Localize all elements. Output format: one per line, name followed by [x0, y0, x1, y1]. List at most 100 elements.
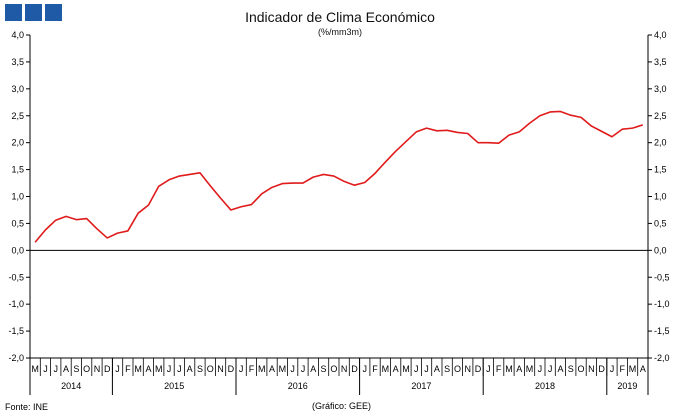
month-label: N [217, 364, 224, 374]
year-label: 2014 [61, 381, 81, 391]
month-label: A [269, 364, 275, 374]
y-tick-label: 0,5 [11, 218, 24, 228]
y-tick-label: 3,5 [11, 57, 24, 67]
month-label: M [155, 364, 163, 374]
month-label: J [538, 364, 543, 374]
month-label: A [393, 364, 399, 374]
month-label: D [228, 364, 235, 374]
y-tick-label: 0,0 [11, 245, 24, 255]
month-label: J [239, 364, 244, 374]
y-tick-label: 4,0 [654, 30, 667, 40]
year-label: 2015 [164, 381, 184, 391]
month-label: S [321, 364, 327, 374]
month-label: J [177, 364, 182, 374]
month-label: M [134, 364, 142, 374]
month-label: A [557, 364, 563, 374]
axes: 4,0 4,0 3,5 3,5 3,0 3,0 2,5 2,5 2,0 2,0 1,5 1,5 1,0 1… [8, 30, 669, 363]
y-tick-label: 1,0 [11, 192, 24, 202]
y-tick-label: 2,0 [654, 138, 667, 148]
month-label: N [341, 364, 348, 374]
y-tick-label: 0,5 [654, 218, 667, 228]
month-label: M [629, 364, 637, 374]
month-label: S [197, 364, 203, 374]
month-label: F [125, 364, 131, 374]
month-label: J [54, 364, 59, 374]
y-tick-label: -1,5 [654, 326, 670, 336]
month-label: J [486, 364, 491, 374]
y-tick-label: -2,0 [654, 353, 670, 363]
y-tick-label: 1,0 [654, 192, 667, 202]
month-label: J [414, 364, 419, 374]
year-label: 2018 [535, 381, 555, 391]
month-label: A [516, 364, 522, 374]
chart-subtitle: (%/mm3m) [318, 27, 362, 37]
month-label: M [402, 364, 410, 374]
month-label: M [526, 364, 534, 374]
logo-square [25, 4, 42, 21]
month-label: A [187, 364, 193, 374]
month-label: F [372, 364, 378, 374]
month-label: J [548, 364, 553, 374]
y-tick-label: 1,5 [654, 165, 667, 175]
month-label: N [465, 364, 472, 374]
y-tick-label: 3,5 [654, 57, 667, 67]
y-tick-label: -1,0 [654, 299, 670, 309]
year-label: 2017 [411, 381, 431, 391]
chart-title: Indicador de Clima Económico [245, 9, 435, 25]
month-label: S [73, 364, 79, 374]
chart-credit: (Gráfico: GEE) [312, 401, 372, 411]
logo-square [45, 4, 62, 21]
y-tick-label: -0,5 [8, 272, 24, 282]
y-tick-label: -0,5 [654, 272, 670, 282]
month-label: M [279, 364, 287, 374]
month-label: J [301, 364, 306, 374]
y-tick-label: 2,5 [11, 111, 24, 121]
month-label: N [94, 364, 101, 374]
month-label: F [496, 364, 502, 374]
month-label: M [505, 364, 513, 374]
month-label: D [598, 364, 605, 374]
y-tick-label: 3,0 [654, 84, 667, 94]
month-label: J [363, 364, 368, 374]
month-label: D [475, 364, 482, 374]
logo [5, 4, 63, 21]
y-tick-label: -1,5 [8, 326, 24, 336]
month-label: A [145, 364, 151, 374]
month-label: F [249, 364, 255, 374]
month-label: J [43, 364, 48, 374]
month-label: A [310, 364, 316, 374]
source-label: Fonte: INE [5, 402, 49, 412]
month-label: J [167, 364, 172, 374]
month-label: N [588, 364, 595, 374]
series-line [34, 110, 644, 243]
month-label: A [640, 364, 646, 374]
month-label: O [578, 364, 585, 374]
year-label: 2019 [617, 381, 637, 391]
year-label: 2016 [288, 381, 308, 391]
month-label: A [434, 364, 440, 374]
month-label: S [568, 364, 574, 374]
y-tick-label: 2,5 [654, 111, 667, 121]
month-label: O [207, 364, 214, 374]
month-label: A [63, 364, 69, 374]
y-tick-label: 0,0 [654, 245, 667, 255]
month-label: D [351, 364, 358, 374]
y-tick-label: 3,0 [11, 84, 24, 94]
month-label: O [330, 364, 337, 374]
month-label: J [115, 364, 120, 374]
month-label: M [31, 364, 39, 374]
y-tick-label: -2,0 [8, 353, 24, 363]
month-label: O [454, 364, 461, 374]
month-label: S [444, 364, 450, 374]
month-label: M [258, 364, 266, 374]
month-label: M [382, 364, 390, 374]
month-label: J [610, 364, 615, 374]
series-layer [34, 110, 644, 243]
logo-square [5, 4, 22, 21]
y-tick-label: 1,5 [11, 165, 24, 175]
month-label: J [290, 364, 295, 374]
month-label: F [620, 364, 626, 374]
month-label: O [83, 364, 90, 374]
